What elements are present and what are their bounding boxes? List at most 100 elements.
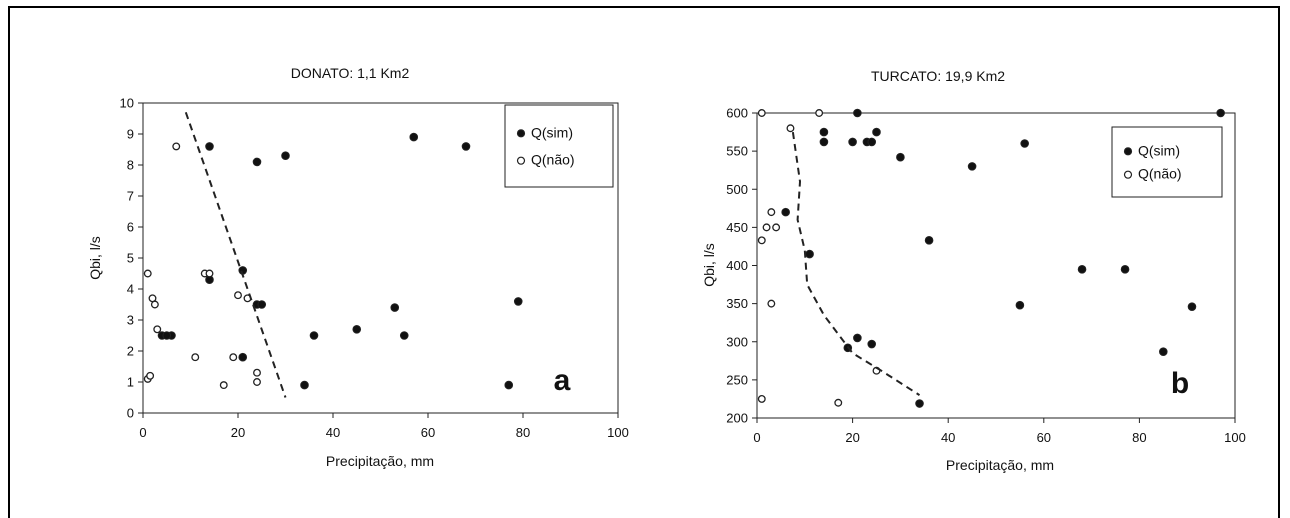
y-tick-label: 500 [726, 182, 748, 197]
point-q-nao [254, 369, 261, 376]
point-q-sim [505, 381, 513, 389]
point-q-sim [353, 326, 361, 334]
y-tick-label: 300 [726, 334, 748, 349]
point-q-sim [462, 143, 470, 151]
point-q-sim [806, 250, 814, 258]
y-tick-label: 6 [127, 220, 134, 235]
y-tick-label: 2 [127, 344, 134, 359]
legend-marker [1125, 148, 1132, 155]
point-q-sim [301, 381, 309, 389]
x-tick-label: 80 [1132, 430, 1146, 445]
x-axis-label: Precipitação, mm [326, 453, 434, 469]
chart-title: DONATO: 1,1 Km2 [291, 65, 410, 81]
y-axis-label: Qbi, l/s [701, 243, 717, 287]
y-tick-label: 250 [726, 372, 748, 387]
x-tick-label: 60 [1037, 430, 1051, 445]
y-tick-label: 8 [127, 158, 134, 173]
point-q-nao [758, 110, 765, 117]
point-q-nao [192, 354, 199, 361]
point-q-nao [230, 354, 237, 361]
point-q-sim [1016, 301, 1024, 309]
point-q-sim [916, 400, 924, 408]
chart-panel-b: TURCATO: 19,9 Km220025030035040045050055… [701, 68, 1246, 473]
point-q-nao [144, 270, 151, 277]
point-q-sim [782, 208, 790, 216]
point-q-sim [514, 298, 522, 306]
point-q-nao [254, 379, 261, 386]
chart-title: TURCATO: 19,9 Km2 [871, 68, 1005, 84]
y-tick-label: 600 [726, 106, 748, 121]
x-tick-label: 100 [1224, 430, 1246, 445]
y-tick-label: 7 [127, 189, 134, 204]
point-q-sim [163, 332, 171, 340]
point-q-sim [239, 353, 247, 361]
point-q-nao [763, 224, 770, 231]
point-q-sim [1121, 266, 1129, 274]
point-q-nao [816, 110, 823, 117]
point-q-nao [773, 224, 780, 231]
point-q-nao [206, 270, 213, 277]
legend-entry: Q(sim) [1138, 142, 1180, 158]
point-q-nao [787, 125, 794, 132]
point-q-sim [849, 138, 857, 146]
legend-entry: Q(não) [1138, 166, 1182, 182]
y-tick-label: 200 [726, 411, 748, 426]
y-tick-label: 5 [127, 251, 134, 266]
legend-box [1112, 127, 1222, 197]
y-tick-label: 1 [127, 375, 134, 390]
y-tick-label: 550 [726, 144, 748, 159]
point-q-nao [758, 396, 765, 403]
point-q-sim [854, 109, 862, 117]
y-tick-label: 10 [120, 96, 134, 111]
point-q-sim [258, 301, 266, 309]
legend-box [505, 105, 613, 187]
point-q-sim [310, 332, 318, 340]
y-tick-label: 4 [127, 282, 134, 297]
y-axis-label: Qbi, l/s [87, 236, 103, 280]
point-q-nao [173, 143, 180, 150]
panel-letter: a [554, 364, 571, 397]
point-q-sim [897, 153, 905, 161]
legend-entry: Q(não) [531, 152, 575, 168]
point-q-nao [768, 300, 775, 307]
x-tick-label: 40 [941, 430, 955, 445]
x-tick-label: 20 [231, 425, 245, 440]
point-q-sim [1021, 140, 1029, 148]
point-q-nao [768, 209, 775, 216]
x-tick-label: 20 [845, 430, 859, 445]
x-tick-label: 100 [607, 425, 629, 440]
y-tick-label: 0 [127, 406, 134, 421]
point-q-sim [873, 128, 881, 136]
point-q-sim [391, 304, 399, 312]
point-q-nao [235, 292, 242, 299]
point-q-sim [206, 143, 214, 151]
y-tick-label: 350 [726, 296, 748, 311]
point-q-sim [1160, 348, 1168, 356]
panel-letter: b [1171, 367, 1189, 400]
threshold-dashed-line [793, 132, 920, 395]
point-q-nao [758, 237, 765, 244]
x-tick-label: 80 [516, 425, 530, 440]
point-q-sim [410, 133, 418, 141]
point-q-sim [968, 163, 976, 171]
point-q-sim [868, 340, 876, 348]
point-q-sim [1188, 303, 1196, 311]
legend-entry: Q(sim) [531, 124, 573, 140]
point-q-sim [1217, 109, 1225, 117]
point-q-sim [400, 332, 408, 340]
legend-marker [518, 130, 525, 137]
x-tick-label: 0 [753, 430, 760, 445]
point-q-sim [1078, 266, 1086, 274]
point-q-sim [925, 237, 933, 245]
y-tick-label: 9 [127, 127, 134, 142]
x-axis-label: Precipitação, mm [946, 457, 1054, 473]
point-q-nao [154, 326, 161, 333]
legend-marker [518, 157, 525, 164]
point-q-nao [835, 399, 842, 406]
x-tick-label: 0 [139, 425, 146, 440]
point-q-nao [147, 373, 154, 380]
y-tick-label: 3 [127, 313, 134, 328]
x-tick-label: 60 [421, 425, 435, 440]
